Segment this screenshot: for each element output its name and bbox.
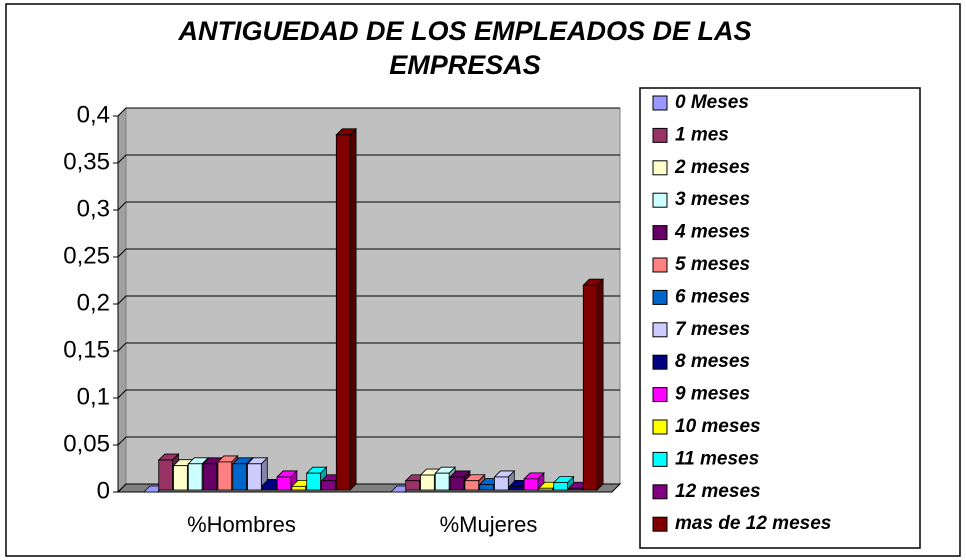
grid-line (117, 436, 620, 446)
bar (187, 463, 203, 491)
legend-swatch (652, 289, 668, 305)
y-tick-label: 0,4 (77, 101, 110, 128)
bar (335, 134, 351, 491)
legend-label: 10 meses (675, 416, 761, 437)
legend-swatch (652, 160, 668, 176)
legend-swatch (652, 127, 668, 143)
bar (508, 485, 524, 491)
bar (291, 485, 307, 491)
y-tick-label: 0,05 (63, 430, 110, 457)
y-tick-label: 0 (97, 477, 110, 504)
legend-label: 7 meses (675, 319, 750, 340)
legend-label: 1 mes (675, 124, 729, 145)
y-tick-label: 0,3 (77, 195, 110, 222)
bar (568, 487, 583, 491)
bar (420, 474, 435, 491)
bar (405, 480, 420, 491)
chart-title: ANTIGUEDAD DE LOS EMPLEADOS DE LAS EMPRE… (178, 16, 752, 80)
bar (479, 484, 494, 491)
bar (217, 461, 233, 491)
bar (321, 480, 336, 491)
bar (306, 472, 321, 491)
bar (202, 463, 218, 491)
bar-side-shade (350, 128, 357, 491)
bar (449, 476, 465, 491)
legend-swatch (652, 95, 668, 111)
bar (434, 472, 450, 491)
legend-swatch (652, 484, 668, 500)
legend-box (639, 87, 921, 549)
bar (464, 480, 480, 491)
legend-label: 12 meses (675, 481, 761, 502)
grid-line (117, 248, 620, 258)
grid-line (117, 154, 620, 164)
y-tick-label: 0,2 (77, 289, 110, 316)
bar-side-shade (597, 279, 604, 490)
grid-line (117, 201, 620, 211)
bar (232, 463, 247, 491)
bar (158, 459, 173, 491)
y-tick-label: 0,1 (77, 383, 110, 410)
legend-label: 4 meses (674, 222, 750, 243)
bar (173, 465, 188, 491)
legend-label: 3 meses (675, 189, 750, 210)
bar (276, 476, 292, 491)
bar (553, 482, 568, 491)
legend-label: 11 meses (675, 448, 759, 469)
grid-line (117, 107, 620, 117)
legend-swatch (652, 322, 668, 338)
y-tick-label: 0,25 (63, 242, 110, 269)
bar-side-shade (567, 476, 574, 490)
bar (538, 487, 554, 491)
legend-label: mas de 12 meses (675, 513, 831, 534)
legend-swatch (652, 225, 668, 241)
bar (523, 478, 539, 491)
legend-label: 8 meses (675, 351, 750, 372)
x-tick-label: %Hombres (187, 512, 296, 537)
grid-line (117, 389, 620, 399)
legend-label: 2 meses (674, 157, 750, 178)
legend-swatch (652, 192, 668, 208)
legend-swatch (652, 451, 668, 467)
legend-swatch (652, 516, 668, 532)
x-tick-label: %Mujeres (440, 512, 538, 537)
bar-side-shade (537, 472, 544, 490)
grid-line (117, 295, 620, 305)
bar (247, 463, 262, 491)
legend-label: 5 meses (675, 254, 750, 275)
legend-label: 9 meses (675, 384, 750, 405)
legend-label: 0 Meses (675, 92, 749, 113)
grid-line (117, 342, 620, 352)
y-tick-label: 0,15 (63, 336, 110, 363)
legend-swatch (652, 257, 668, 273)
legend-swatch (652, 387, 668, 403)
y-tick-label: 0,35 (63, 148, 110, 175)
bar (582, 284, 598, 491)
bar (261, 485, 277, 491)
bar (494, 476, 509, 491)
legend-swatch (652, 354, 668, 370)
legend-label: 6 meses (675, 286, 750, 307)
legend-swatch (652, 419, 668, 435)
